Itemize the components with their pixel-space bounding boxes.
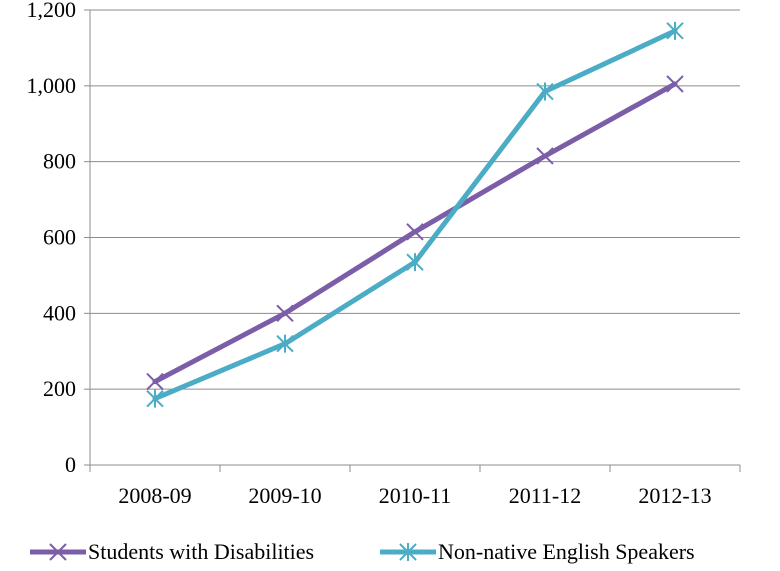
data-point-series-2 [276, 334, 294, 353]
marker-stroke [406, 223, 424, 241]
legend-entry-1: Students with Disabilities [30, 539, 314, 564]
y-tick-label: 0 [65, 452, 76, 477]
legend: Students with Disabilities Non-native Eng… [30, 539, 695, 564]
legend-marker [399, 543, 417, 561]
data-point-series-1 [536, 147, 554, 165]
y-tick-label: 1,000 [27, 73, 77, 98]
x-tick-label: 2009-10 [248, 483, 321, 508]
legend-label: Non-native English Speakers [438, 539, 695, 564]
x-tick-label: 2011-12 [509, 483, 582, 508]
x-tick-label: 2012-13 [638, 483, 711, 508]
marker-stroke [536, 147, 554, 165]
x-tick-label: 2010-11 [379, 483, 452, 508]
data-point-series-2 [146, 389, 164, 408]
marker-stroke [666, 75, 684, 93]
y-tick-label: 200 [43, 376, 76, 401]
gridlines [90, 9, 740, 390]
y-tick-label: 400 [43, 300, 76, 325]
x-tick-labels: 2008-09 2009-10 2010-11 2011-12 2012-13 [118, 483, 711, 508]
legend-entry-2: Non-native English Speakers [380, 539, 695, 564]
data-point-series-2 [406, 253, 424, 272]
y-tick-labels: 0 200 400 600 800 1,000 1,200 [27, 0, 77, 477]
series-markers [146, 21, 684, 408]
data-point-series-2 [536, 82, 554, 101]
data-point-series-2 [666, 21, 684, 40]
marker-stroke [276, 304, 294, 323]
marker-stroke [146, 372, 164, 391]
data-point-series-1 [146, 372, 164, 391]
marker-stroke [49, 543, 67, 561]
x-tick-label: 2008-09 [118, 483, 191, 508]
data-point-series-1 [666, 75, 684, 93]
legend-marker [49, 543, 67, 561]
axes [84, 9, 741, 472]
data-point-series-1 [406, 223, 424, 241]
legend-label: Students with Disabilities [88, 539, 314, 564]
y-tick-label: 1,200 [27, 0, 77, 22]
data-point-series-1 [276, 304, 294, 323]
y-tick-label: 600 [43, 225, 76, 250]
y-tick-label: 800 [43, 149, 76, 174]
